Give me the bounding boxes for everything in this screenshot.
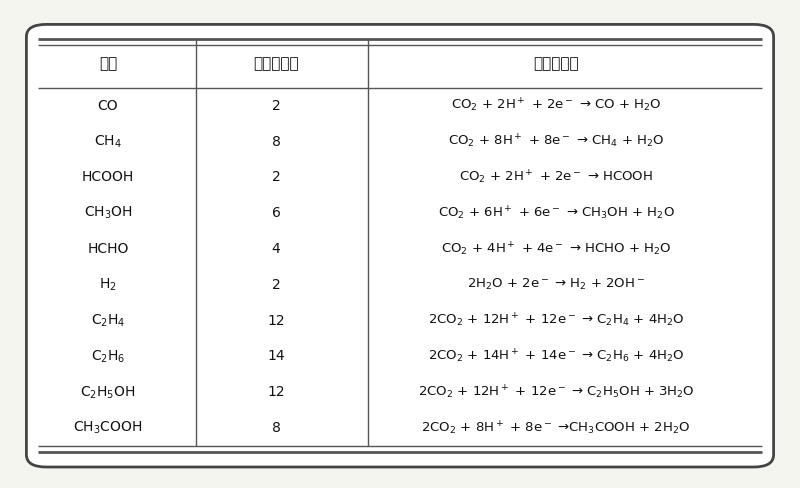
Text: 电极反应式: 电极反应式 <box>533 56 579 71</box>
Text: 12: 12 <box>267 386 285 399</box>
Text: 2CO$_2$ + 14H$^+$ + 14e$^-$ → C$_2$H$_6$ + 4H$_2$O: 2CO$_2$ + 14H$^+$ + 14e$^-$ → C$_2$H$_6$… <box>428 348 684 365</box>
Text: 4: 4 <box>272 242 280 256</box>
Text: 产物: 产物 <box>99 56 117 71</box>
Text: CO$_2$ + 2H$^+$ + 2e$^-$ → HCOOH: CO$_2$ + 2H$^+$ + 2e$^-$ → HCOOH <box>459 169 653 186</box>
Text: 2CO$_2$ + 12H$^+$ + 12e$^-$ → C$_2$H$_5$OH + 3H$_2$O: 2CO$_2$ + 12H$^+$ + 12e$^-$ → C$_2$H$_5$… <box>418 384 694 401</box>
Text: HCHO: HCHO <box>87 242 129 256</box>
Text: CO$_2$ + 6H$^+$ + 6e$^-$ → CH$_3$OH + H$_2$O: CO$_2$ + 6H$^+$ + 6e$^-$ → CH$_3$OH + H$… <box>438 204 674 222</box>
Text: CO$_2$ + 4H$^+$ + 4e$^-$ → HCHO + H$_2$O: CO$_2$ + 4H$^+$ + 4e$^-$ → HCHO + H$_2$O <box>441 240 671 258</box>
Text: HCOOH: HCOOH <box>82 170 134 184</box>
Text: 2: 2 <box>272 278 280 292</box>
Text: CH$_4$: CH$_4$ <box>94 133 122 150</box>
FancyBboxPatch shape <box>26 24 774 467</box>
Text: 2CO$_2$ + 8H$^+$ + 8e$^-$ →CH$_3$COOH + 2H$_2$O: 2CO$_2$ + 8H$^+$ + 8e$^-$ →CH$_3$COOH + … <box>422 419 690 437</box>
Text: 2: 2 <box>272 170 280 184</box>
Text: CO$_2$ + 8H$^+$ + 8e$^-$ → CH$_4$ + H$_2$O: CO$_2$ + 8H$^+$ + 8e$^-$ → CH$_4$ + H$_2… <box>448 133 664 150</box>
Text: 2CO$_2$ + 12H$^+$ + 12e$^-$ → C$_2$H$_4$ + 4H$_2$O: 2CO$_2$ + 12H$^+$ + 12e$^-$ → C$_2$H$_4$… <box>428 312 684 329</box>
Text: 6: 6 <box>271 206 281 220</box>
Text: CH$_3$OH: CH$_3$OH <box>83 205 133 222</box>
Text: 转移电子数: 转移电子数 <box>253 56 299 71</box>
Text: 8: 8 <box>271 135 281 148</box>
Text: 14: 14 <box>267 349 285 364</box>
Text: C$_2$H$_4$: C$_2$H$_4$ <box>90 312 126 329</box>
Text: C$_2$H$_5$OH: C$_2$H$_5$OH <box>80 384 136 401</box>
Text: 12: 12 <box>267 314 285 327</box>
Text: 8: 8 <box>271 421 281 435</box>
Text: CO: CO <box>98 99 118 113</box>
Text: C$_2$H$_6$: C$_2$H$_6$ <box>90 348 126 365</box>
Text: CH$_3$COOH: CH$_3$COOH <box>74 420 142 436</box>
Text: 2: 2 <box>272 99 280 113</box>
Text: CO$_2$ + 2H$^+$ + 2e$^-$ → CO + H$_2$O: CO$_2$ + 2H$^+$ + 2e$^-$ → CO + H$_2$O <box>450 97 662 115</box>
Text: H$_2$: H$_2$ <box>99 277 117 293</box>
Text: 2H$_2$O + 2e$^-$ → H$_2$ + 2OH$^-$: 2H$_2$O + 2e$^-$ → H$_2$ + 2OH$^-$ <box>467 277 645 292</box>
